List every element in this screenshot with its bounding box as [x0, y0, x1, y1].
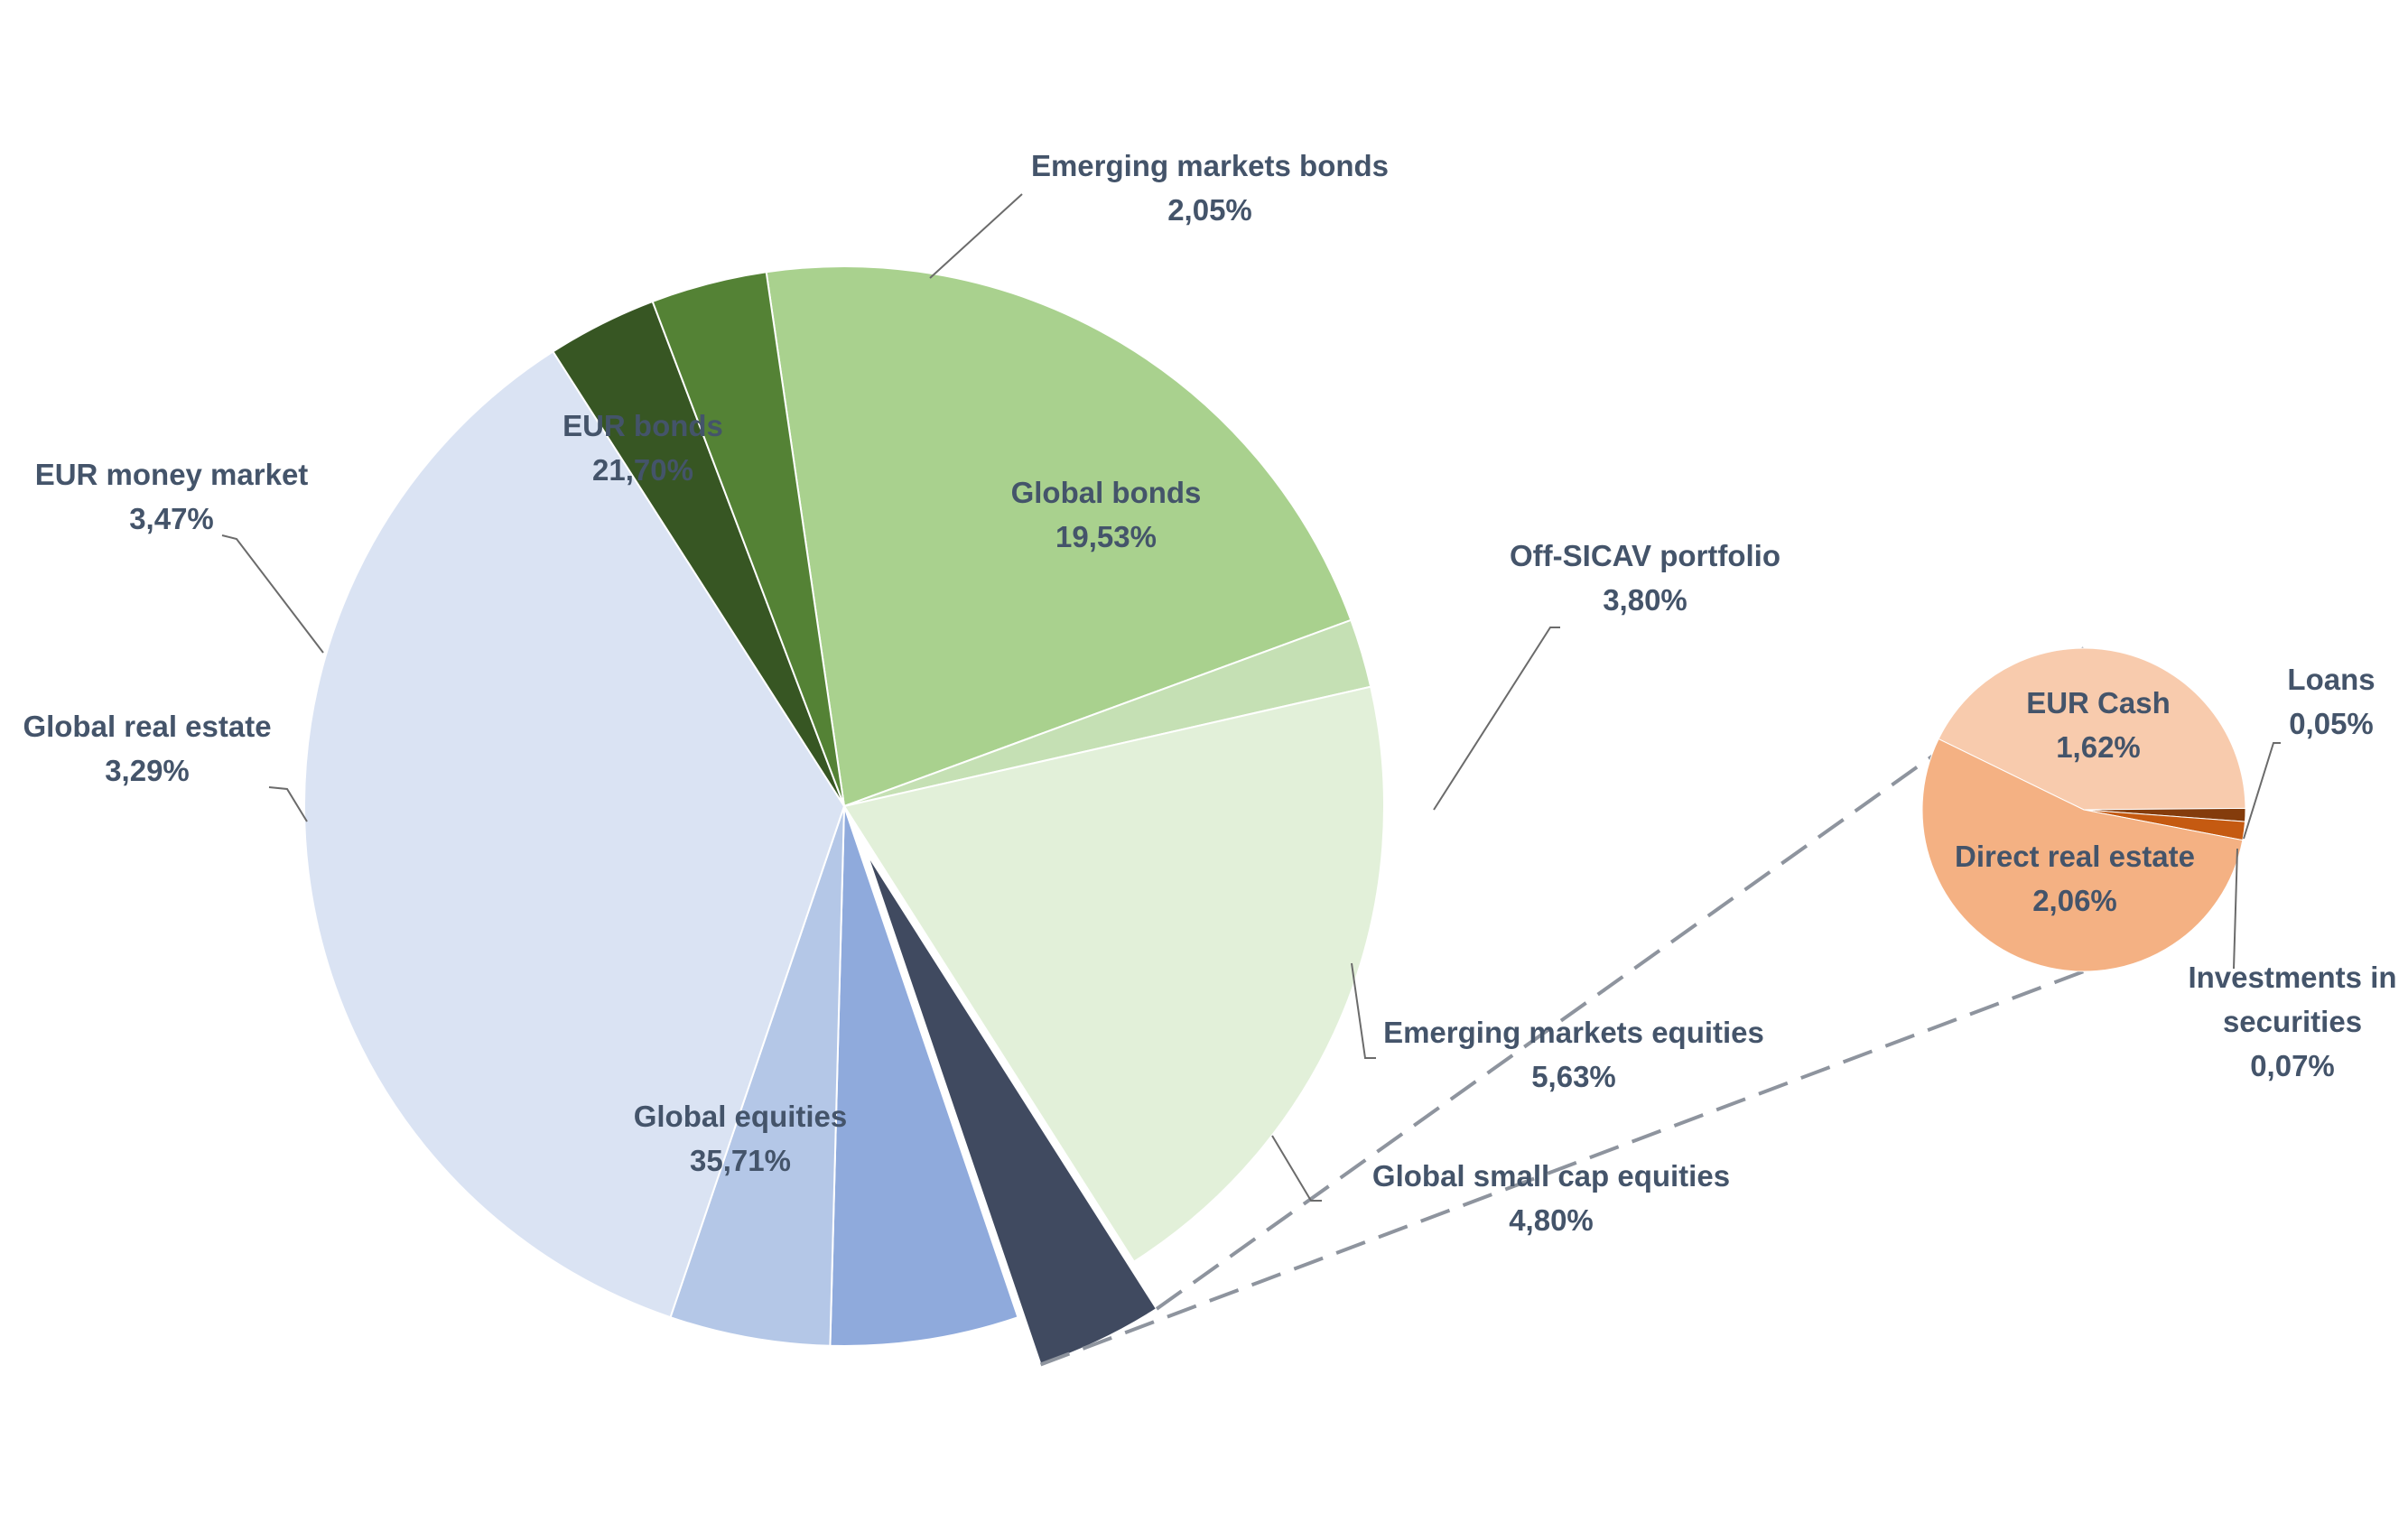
label-global-equities-value: 35,71%: [690, 1144, 791, 1177]
label-global-real-estate-category: Global real estate: [23, 710, 271, 743]
label-eur-cash-category: EUR Cash: [2026, 686, 2171, 720]
label-eur-money-market-value: 3,47%: [129, 502, 214, 535]
label-eur-money-market: EUR money market 3,47%: [35, 458, 309, 535]
label-eur-bonds-value: 21,70%: [592, 453, 693, 487]
label-eur-cash-value: 1,62%: [2056, 730, 2141, 764]
label-global-small-cap-equities-value: 4,80%: [1509, 1203, 1594, 1237]
label-global-equities-category: Global equities: [634, 1100, 848, 1133]
leader-lines: [221, 193, 2281, 1202]
label-emerging-markets-equities-value: 5,63%: [1531, 1060, 1616, 1093]
label-eur-bonds: EUR bonds 21,70%: [562, 409, 723, 487]
breakdown-pie: [1921, 647, 2246, 972]
label-loans-category: Loans: [2287, 663, 2375, 696]
slice-eur-money-market: [651, 271, 845, 807]
slice-eur-bonds: [765, 265, 1353, 808]
label-direct-real-estate-value: 2,06%: [2032, 884, 2117, 917]
label-emerging-markets-equities-category: Emerging markets equities: [1383, 1016, 1764, 1049]
leader-global-small-cap-equities: [1271, 1135, 1322, 1202]
label-global-small-cap-equities: Global small cap equities 4,80%: [1372, 1159, 1730, 1237]
label-off-sicav-portfolio-value: 3,80%: [1603, 583, 1687, 617]
label-investments-in-securities-category: securities: [2223, 1005, 2362, 1038]
slice-global-equities: [303, 350, 846, 1319]
label-global-bonds-category: Global bonds: [1011, 476, 1202, 509]
label-eur-cash: EUR Cash 1,62%: [2026, 686, 2171, 764]
label-investments-in-securities-category: Investments in: [2188, 961, 2396, 994]
label-global-real-estate-value: 3,29%: [105, 754, 190, 787]
label-eur-money-market-category: EUR money market: [35, 458, 309, 491]
label-loans-value: 0,05%: [2289, 707, 2374, 740]
leader-eur-money-market: [221, 534, 324, 654]
label-investments-in-securities-value: 0,07%: [2250, 1049, 2335, 1082]
label-off-sicav-portfolio-category: Off-SICAV portfolio: [1510, 539, 1780, 572]
leader-global-real-estate: [268, 786, 308, 822]
slice-emerging-markets-equities: [829, 805, 1019, 1347]
leader-loans: [2243, 742, 2281, 840]
label-emerging-markets-equities: Emerging markets equities 5,63%: [1383, 1016, 1764, 1093]
leader-off-sicav-portfolio: [1433, 627, 1560, 811]
slice-global-small-cap-equities: [669, 805, 845, 1347]
breakdown-connectors: [1039, 646, 2086, 1367]
label-global-small-cap-equities-category: Global small cap equities: [1372, 1159, 1730, 1193]
breakdown-slice-eur-cash: [1938, 647, 2246, 811]
label-emerging-markets-bonds-value: 2,05%: [1167, 193, 1252, 227]
slice-global-bonds: [842, 685, 1385, 1263]
label-off-sicav-portfolio: Off-SICAV portfolio 3,80%: [1510, 539, 1780, 617]
label-global-bonds: Global bonds 19,53%: [1011, 476, 1202, 553]
main-pie: [303, 265, 1385, 1366]
data-labels: EUR bonds 21,70% Emerging markets bonds 2,0…: [23, 149, 2396, 1237]
label-emerging-markets-bonds: Emerging markets bonds 2,05%: [1031, 149, 1389, 227]
label-direct-real-estate-category: Direct real estate: [1955, 840, 2195, 873]
leader-investments-in-securities: [2233, 848, 2238, 970]
label-global-equities: Global equities 35,71%: [634, 1100, 848, 1177]
connector-top: [1155, 646, 2086, 1311]
leader-emerging-markets-bonds: [929, 193, 1023, 279]
label-direct-real-estate: Direct real estate 2,06%: [1955, 840, 2195, 917]
breakdown-slice-direct-real-estate: [1921, 738, 2244, 972]
label-investments-in-securities: Investments in securities 0,07%: [2188, 961, 2396, 1082]
label-eur-bonds-category: EUR bonds: [562, 409, 723, 442]
connector-bottom: [1039, 970, 2085, 1367]
leader-emerging-markets-equities: [1351, 962, 1376, 1059]
label-global-bonds-value: 19,53%: [1055, 520, 1157, 553]
label-emerging-markets-bonds-category: Emerging markets bonds: [1031, 149, 1389, 182]
label-global-real-estate: Global real estate 3,29%: [23, 710, 271, 787]
label-loans: Loans 0,05%: [2287, 663, 2375, 740]
